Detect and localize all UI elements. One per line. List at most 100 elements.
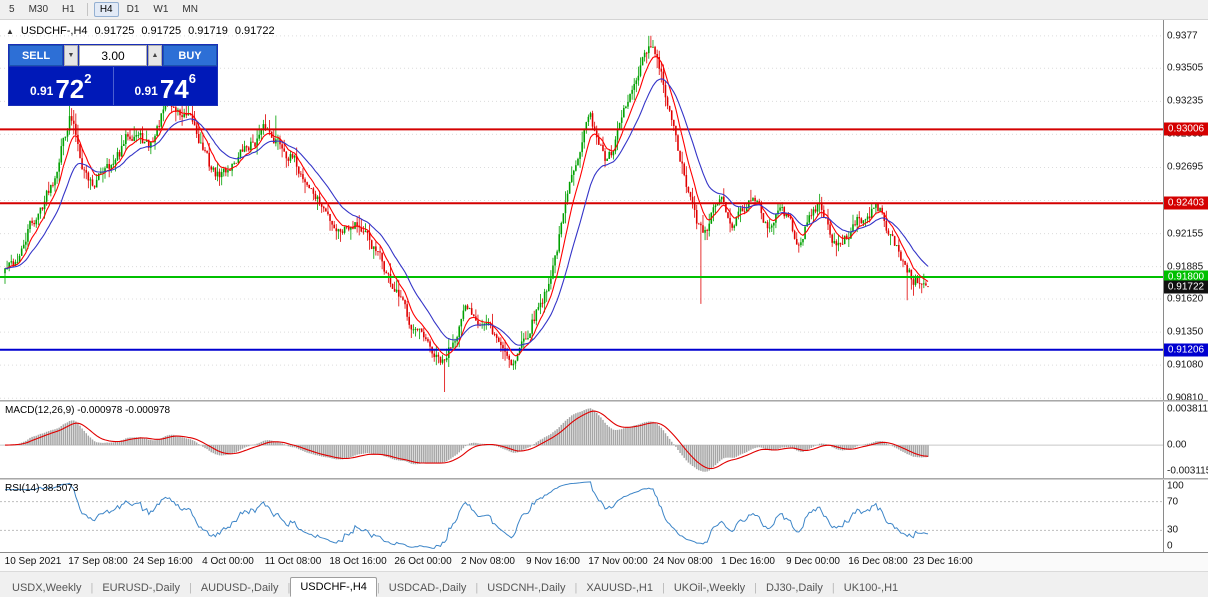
- time-axis-label: 1 Dec 16:00: [721, 556, 775, 567]
- one-click-toggle-icon[interactable]: ▲: [6, 26, 14, 36]
- price-axis-label: 0.91885: [1167, 261, 1204, 273]
- ohlc-open: 0.91725: [94, 25, 135, 37]
- buy-price[interactable]: 0.91 74 6: [114, 67, 218, 105]
- lot-size-input[interactable]: [79, 45, 147, 66]
- time-axis-label: 2 Nov 08:00: [461, 556, 515, 567]
- price-axis-label: 0.91620: [1167, 293, 1204, 305]
- chevron-up-icon: ▲: [151, 52, 159, 59]
- hlines-layer[interactable]: [0, 128, 1163, 351]
- tab-dj30-daily[interactable]: DJ30-,Daily: [766, 582, 823, 594]
- price-axis-label: 0.9377: [1167, 30, 1198, 42]
- tab-separator: |: [90, 582, 94, 594]
- tab-eurusd-daily[interactable]: EURUSD-,Daily: [102, 582, 180, 594]
- macd-panel: MACD(12,26,9) -0.000978 -0.000978 0.0038…: [0, 402, 1208, 478]
- time-axis-label: 11 Oct 08:00: [264, 556, 322, 567]
- price-axis[interactable]: 0.93770.935050.932350.929650.926950.9242…: [1163, 20, 1208, 400]
- ohlc-close: 0.91722: [234, 25, 275, 37]
- rsi-axis-label: 70: [1167, 496, 1179, 508]
- price-divider: [112, 67, 114, 105]
- tab-separator: |: [662, 582, 665, 594]
- rsi-line: [5, 481, 929, 549]
- price-axis-label: 0.93235: [1167, 95, 1204, 107]
- time-axis-label: 26 Oct 00:00: [394, 556, 452, 567]
- macd-histogram: [8, 408, 929, 472]
- one-click-order-row: SELL ▼ ▲ BUY: [9, 45, 217, 66]
- lot-decrease-button[interactable]: ▼: [64, 45, 78, 66]
- macd-axis: 0.003811 0.00 -0.003115: [1163, 402, 1208, 478]
- sell-button[interactable]: SELL: [9, 45, 63, 66]
- buy-price-sup: 6: [188, 71, 196, 86]
- chart-info-line: ▲ USDCHF-,H4 0.91725 0.91725 0.91719 0.9…: [6, 25, 275, 37]
- tab-audusd-daily[interactable]: AUDUSD-,Daily: [200, 582, 279, 594]
- buy-price-big: 74: [159, 74, 189, 104]
- candlestick-chart: [0, 35, 1163, 399]
- price-tag: 0.92403: [1164, 196, 1208, 210]
- main-chart-panel: ▲ USDCHF-,H4 0.91725 0.91725 0.91719 0.9…: [0, 20, 1208, 400]
- tab-uk100-h1[interactable]: UK100-,H1: [843, 582, 899, 594]
- lot-increase-button[interactable]: ▲: [148, 45, 162, 66]
- ohlc-low: 0.91719: [188, 25, 228, 37]
- time-axis-label: 4 Oct 00:00: [202, 556, 254, 567]
- timeframe-toolbar: 5 M30 H1 H4 D1 W1 MN: [0, 0, 1208, 20]
- tab-xauusd-h1[interactable]: XAUUSD-,H1: [586, 582, 653, 594]
- tab-usdcad-daily[interactable]: USDCAD-,Daily: [388, 582, 467, 594]
- sell-price-small: 0.91: [29, 84, 54, 98]
- current-price-tag: 0.91722: [1164, 280, 1208, 294]
- price-axis-label: 0.92695: [1167, 161, 1204, 173]
- tab-ukoil-weekly[interactable]: UKOil-,Weekly: [673, 582, 746, 594]
- macd-axis-zero: 0.00: [1167, 439, 1187, 451]
- tf-button-w1[interactable]: W1: [153, 4, 169, 15]
- price-axis-label: 0.90810: [1167, 392, 1204, 400]
- time-axis-label: 16 Dec 08:00: [848, 556, 908, 567]
- price-axis-label: 0.93505: [1167, 62, 1204, 74]
- tf-button-h4[interactable]: H4: [93, 2, 119, 17]
- buy-button[interactable]: BUY: [163, 45, 217, 66]
- one-click-prices: 0.91 72 2 0.91 74 6: [9, 67, 217, 105]
- moving-averages-layer: [5, 56, 929, 357]
- macd-label: MACD(12,26,9) -0.000978 -0.000978: [5, 405, 171, 416]
- tf-button-h1[interactable]: H1: [62, 4, 75, 15]
- tf-button-5[interactable]: 5: [9, 4, 15, 15]
- sell-price-sup: 2: [84, 71, 92, 86]
- price-axis-label: 0.92155: [1167, 228, 1204, 240]
- tf-button-m30[interactable]: M30: [28, 4, 49, 15]
- tf-button-mn[interactable]: MN: [182, 4, 198, 15]
- rsi-panel: RSI(14) 38.5073 100 70 30 0: [0, 480, 1208, 552]
- price-tag: 0.91206: [1164, 343, 1208, 357]
- tab-separator: |: [376, 582, 380, 594]
- chevron-down-icon: ▼: [67, 52, 75, 59]
- tab-usdx-weekly[interactable]: USDX,Weekly: [12, 582, 82, 594]
- panel-splitter-macd[interactable]: [0, 400, 1208, 402]
- macd-plot[interactable]: MACD(12,26,9) -0.000978 -0.000978: [0, 402, 1163, 478]
- one-click-trading-panel: SELL ▼ ▲ BUY 0.91 72 2 0.91 74: [8, 44, 218, 106]
- time-axis[interactable]: 10 Sep 2021 17 Sep 08:00 24 Sep 16:00 4 Oct…: [0, 552, 1208, 571]
- rsi-axis-label: 100: [1167, 480, 1184, 492]
- macd-signal-line: [5, 410, 929, 470]
- rsi-plot[interactable]: RSI(14) 38.5073: [0, 480, 1163, 552]
- time-axis-label: 24 Sep 16:00: [133, 556, 193, 567]
- tf-button-d1[interactable]: D1: [126, 4, 140, 15]
- rsi-axis-label: 30: [1167, 524, 1179, 536]
- macd-axis-min: -0.003115: [1167, 465, 1208, 477]
- main-plot[interactable]: ▲ USDCHF-,H4 0.91725 0.91725 0.91719 0.9…: [0, 20, 1163, 400]
- tab-separator: |: [754, 582, 758, 594]
- rsi-chart: [0, 481, 1163, 549]
- rsi-axis-label: 0: [1167, 540, 1173, 552]
- time-axis-label: 18 Oct 16:00: [329, 556, 387, 567]
- time-axis-label: 9 Dec 00:00: [786, 556, 840, 567]
- tab-usdchf-h4[interactable]: USDCHF-,H4: [290, 577, 377, 597]
- sell-price-big: 72: [55, 74, 85, 104]
- buy-price-small: 0.91: [134, 84, 158, 98]
- rsi-label: RSI(14) 38.5073: [5, 483, 79, 494]
- macd-chart: [0, 408, 1163, 472]
- time-axis-label: 24 Nov 08:00: [653, 556, 713, 567]
- time-axis-label: 17 Nov 00:00: [588, 556, 648, 567]
- tab-usdcnh-daily[interactable]: USDCNH-,Daily: [487, 582, 566, 594]
- panel-splitter-rsi[interactable]: [0, 478, 1208, 480]
- price-tag: 0.93006: [1164, 122, 1208, 136]
- tab-separator: |: [831, 582, 835, 594]
- tab-separator: |: [188, 582, 192, 594]
- sell-price[interactable]: 0.91 72 2: [9, 67, 113, 105]
- time-axis-label: 9 Nov 16:00: [526, 556, 580, 567]
- ohlc-high: 0.91725: [141, 25, 182, 37]
